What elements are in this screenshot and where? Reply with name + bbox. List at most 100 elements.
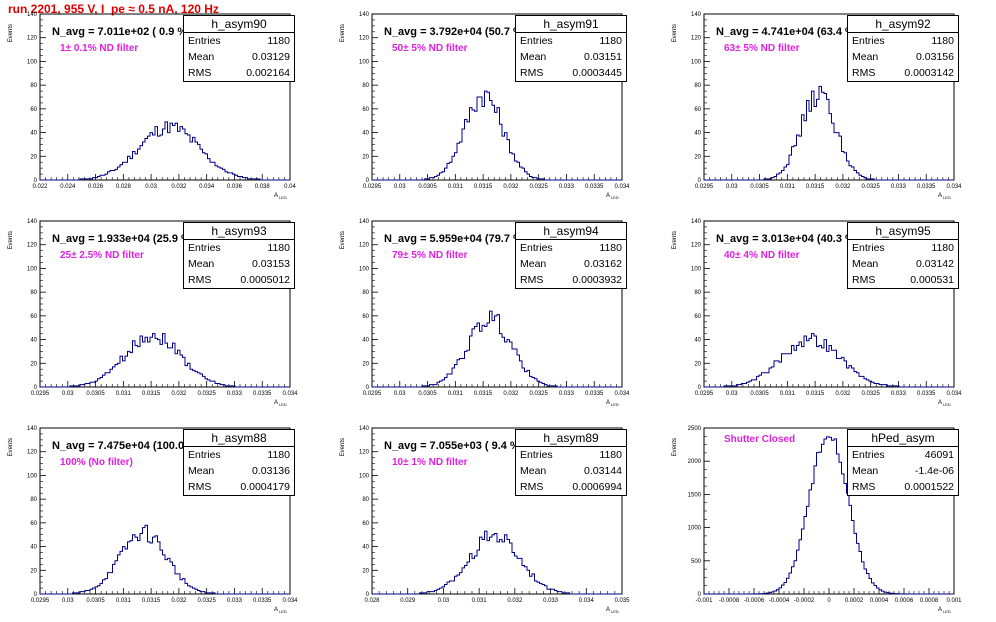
stats-label: Entries xyxy=(188,449,221,461)
x-tick-label: 0.034 xyxy=(946,184,962,190)
filter-label: 50± 5% ND filter xyxy=(392,43,468,54)
stats-box: h_asym93 Entries 1180 Mean 0.03153 RMS 0.00050… xyxy=(183,222,295,289)
stats-label: Entries xyxy=(852,35,885,47)
filter-label: 100% (No filter) xyxy=(60,457,133,468)
histogram-panel-h_asym94: 0 20 40 60 80 100 120 140 0.0295 0.03 0.0305 0.031 0… xyxy=(332,207,664,414)
stats-label: Entries xyxy=(188,242,221,254)
x-tick-label: 0.028 xyxy=(116,184,132,190)
navg-label: N_avg = 3.792e+04 (50.7 %) xyxy=(384,26,527,38)
x-tick-label: 0.032 xyxy=(835,184,851,190)
x-tick-label: 0.0335 xyxy=(585,184,604,190)
stats-value: 0.0005012 xyxy=(240,274,290,286)
stats-row-mean: Mean 0.03144 xyxy=(516,463,626,479)
y-tick-label: 100 xyxy=(27,473,38,479)
x-tick-label: 0.0295 xyxy=(31,598,50,604)
stats-value: 1180 xyxy=(267,449,290,461)
x-tick-label: 0.034 xyxy=(614,184,630,190)
x-tick-label: 0.0004 xyxy=(870,598,889,604)
x-tick-label: 0.038 xyxy=(255,184,271,190)
filter-label: 79± 5% ND filter xyxy=(392,250,468,261)
navg-label: N_avg = 7.475e+04 (100.0 %) xyxy=(52,440,201,452)
stats-row-entries: Entries 1180 xyxy=(516,447,626,463)
x-tick-label: 0.029 xyxy=(400,598,416,604)
x-tick-label: -0.001 xyxy=(695,598,713,604)
y-tick-label: 20 xyxy=(362,361,369,367)
y-tick-label: 2500 xyxy=(688,426,702,432)
x-tick-label: 0.032 xyxy=(503,184,519,190)
x-tick-label: 0.035 xyxy=(614,598,630,604)
x-axis-label: A xyxy=(938,607,942,613)
x-tick-label: 0.0295 xyxy=(695,391,714,397)
x-tick-label: 0.032 xyxy=(503,391,519,397)
y-tick-label: 120 xyxy=(359,36,370,42)
y-tick-label: 2000 xyxy=(688,459,702,465)
stats-row-rms: RMS 0.000531 xyxy=(848,272,958,288)
y-tick-label: 60 xyxy=(30,521,37,527)
y-tick-label: 140 xyxy=(27,426,38,432)
stats-value: 0.03129 xyxy=(252,51,290,63)
stats-label: Mean xyxy=(852,465,879,477)
stats-box: h_asym91 Entries 1180 Mean 0.03151 RMS 0.00034… xyxy=(515,15,627,82)
y-tick-label: 40 xyxy=(30,545,37,551)
histogram-plot: 0 20 40 60 80 100 120 140 0.0295 0.03 0.0305 0.031 0… xyxy=(672,219,962,407)
histogram-plot: 0 20 40 60 80 100 120 140 0.0295 0.03 0.0305 0.031 0… xyxy=(340,219,630,407)
x-tick-label: 0.04 xyxy=(284,184,296,190)
stats-row-rms: RMS 0.0001522 xyxy=(848,479,958,495)
stats-box: h_asym95 Entries 1180 Mean 0.03142 RMS 0.00053… xyxy=(847,222,959,289)
stats-value: 0.03162 xyxy=(584,258,622,270)
y-axis-label: Events xyxy=(340,231,346,249)
stats-row-mean: Mean 0.03162 xyxy=(516,256,626,272)
y-tick-label: 20 xyxy=(694,154,701,160)
x-tick-label: 0.031 xyxy=(116,391,132,397)
stats-row-rms: RMS 0.002164 xyxy=(184,65,294,81)
y-tick-label: 60 xyxy=(694,314,701,320)
x-axis-label: A xyxy=(938,193,942,199)
stats-value: 1180 xyxy=(599,35,622,47)
x-tick-label: 0.0305 xyxy=(86,391,105,397)
histogram-name: h_asym92 xyxy=(848,16,958,33)
stats-value: 0.03153 xyxy=(252,258,290,270)
histogram-plot: 0 20 40 60 80 100 120 140 0.0295 0.03 0.0305 0.031 0… xyxy=(340,12,630,200)
x-tick-label: 0.0335 xyxy=(917,391,936,397)
x-tick-label: 0.0325 xyxy=(861,391,880,397)
stats-row-rms: RMS 0.0003932 xyxy=(516,272,626,288)
x-tick-label: 0.024 xyxy=(60,184,76,190)
histogram-line xyxy=(372,310,622,388)
y-tick-label: 100 xyxy=(27,266,38,272)
y-tick-label: 0 xyxy=(366,385,370,391)
stats-value: 1180 xyxy=(267,242,290,254)
histogram-name: h_asym90 xyxy=(184,16,294,33)
stats-row-entries: Entries 1180 xyxy=(184,240,294,256)
stats-value: 0.0003932 xyxy=(572,274,622,286)
y-tick-label: 40 xyxy=(362,338,369,344)
stats-label: RMS xyxy=(520,481,544,493)
navg-label: N_avg = 4.741e+04 (63.4 %) xyxy=(716,26,859,38)
x-tick-label: 0.032 xyxy=(171,391,187,397)
x-tick-label: 0.031 xyxy=(780,184,796,190)
stats-label: Mean xyxy=(520,51,547,63)
histogram-name: h_asym94 xyxy=(516,223,626,240)
y-tick-label: 1000 xyxy=(688,526,702,532)
y-tick-label: 20 xyxy=(694,361,701,367)
stats-box: h_asym90 Entries 1180 Mean 0.03129 RMS 0.00216… xyxy=(183,15,295,82)
x-tick-label: 0.03 xyxy=(438,598,450,604)
stats-row-mean: Mean 0.03156 xyxy=(848,49,958,65)
x-tick-label: 0.0315 xyxy=(474,391,493,397)
x-tick-label: 0.0295 xyxy=(363,391,382,397)
x-axis-label-subscript: LED xyxy=(611,609,619,614)
y-tick-label: 0 xyxy=(698,592,702,598)
stats-box: hPed_asym Entries 46091 Mean -1.4e-06 RMS 0.00… xyxy=(847,429,959,496)
y-tick-label: 80 xyxy=(30,497,37,503)
x-tick-label: 0.0325 xyxy=(529,184,548,190)
histogram-name: h_asym89 xyxy=(516,430,626,447)
stats-label: Entries xyxy=(520,242,553,254)
x-tick-label: 0.033 xyxy=(891,184,907,190)
y-tick-label: 100 xyxy=(359,266,370,272)
y-tick-label: 100 xyxy=(691,59,702,65)
y-tick-label: 20 xyxy=(362,154,369,160)
stats-label: Mean xyxy=(520,258,547,270)
x-tick-label: 0.03 xyxy=(394,391,406,397)
x-tick-label: 0.032 xyxy=(507,598,523,604)
y-tick-label: 0 xyxy=(34,385,38,391)
stats-row-entries: Entries 1180 xyxy=(184,33,294,49)
